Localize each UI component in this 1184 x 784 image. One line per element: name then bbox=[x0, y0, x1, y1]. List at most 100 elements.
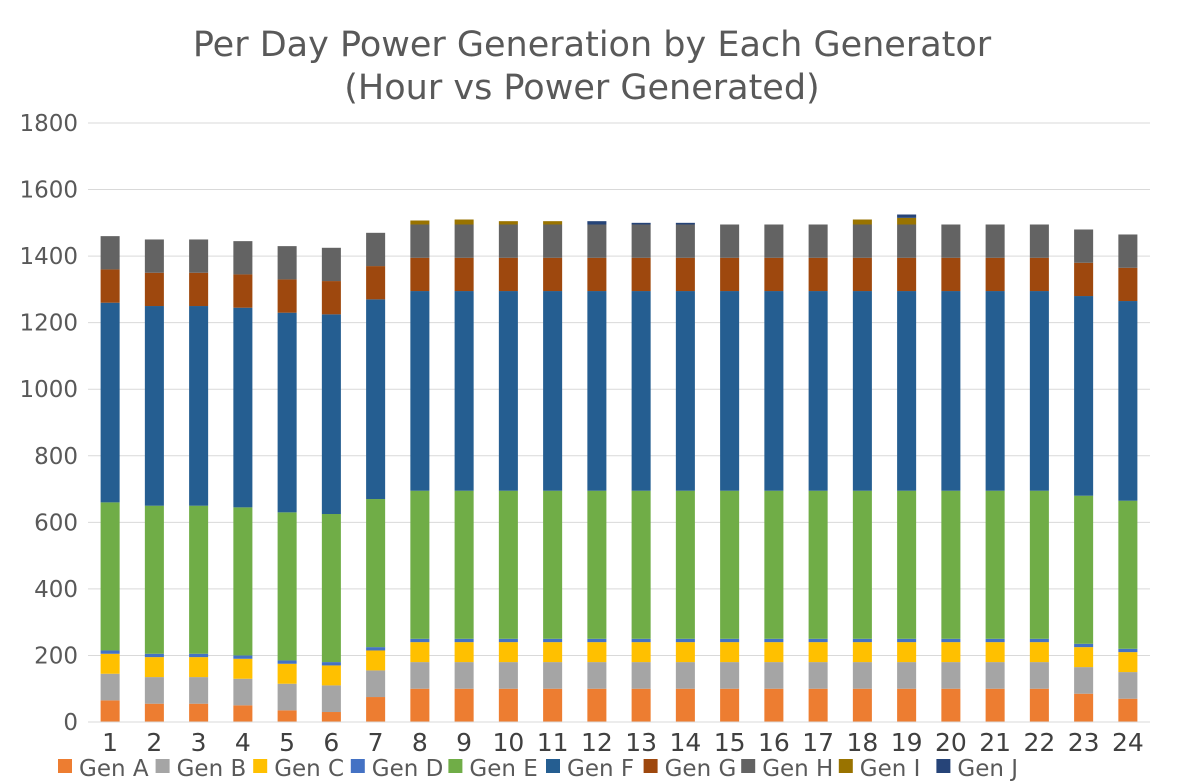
bar-segment bbox=[233, 507, 253, 656]
bar-segment bbox=[1118, 234, 1138, 268]
bar-segment bbox=[189, 272, 209, 307]
bar-segment bbox=[941, 688, 961, 722]
y-tick-label: 1200 bbox=[19, 311, 78, 337]
bar-segment bbox=[277, 279, 297, 313]
bar-segment bbox=[366, 697, 386, 722]
bar-segment bbox=[410, 688, 430, 722]
bar-segment bbox=[410, 291, 430, 491]
legend-label: Gen F bbox=[567, 756, 634, 782]
legend-label: Gen H bbox=[762, 756, 833, 782]
bar-segment bbox=[454, 257, 474, 292]
x-tick-label: 2 bbox=[146, 728, 162, 757]
bar-segment bbox=[366, 266, 386, 300]
bar-segment bbox=[941, 642, 961, 663]
bar-segment bbox=[764, 662, 784, 689]
legend-label: Gen C bbox=[274, 756, 344, 782]
bar-segment bbox=[985, 257, 1005, 292]
bar-segment bbox=[366, 670, 386, 698]
bar-segment bbox=[100, 650, 120, 654]
bar-segment bbox=[454, 490, 474, 639]
bar-segment bbox=[1074, 229, 1094, 263]
x-tick-label: 3 bbox=[191, 728, 207, 757]
bar-segment bbox=[897, 490, 917, 639]
legend-swatch bbox=[936, 759, 951, 773]
y-tick-label: 800 bbox=[34, 444, 78, 470]
bar-segment bbox=[189, 239, 209, 273]
bar-segment bbox=[100, 269, 120, 303]
bar-segment bbox=[498, 662, 518, 689]
legend-label: Gen I bbox=[860, 756, 921, 782]
bar-segment bbox=[1029, 642, 1049, 663]
bar-segment bbox=[410, 220, 430, 225]
bar-segment bbox=[277, 312, 297, 513]
bar-segment bbox=[1074, 667, 1094, 694]
bar-segment bbox=[498, 638, 518, 643]
bar-segment bbox=[897, 688, 917, 722]
bar-segment bbox=[321, 685, 341, 713]
bar-segment bbox=[100, 302, 120, 503]
bar-segment bbox=[498, 257, 518, 292]
bar-segment bbox=[720, 291, 740, 491]
bar-segment bbox=[454, 219, 474, 225]
bar-segment bbox=[675, 638, 695, 643]
bar-segment bbox=[897, 291, 917, 491]
bar-segment bbox=[985, 662, 1005, 689]
bar-segment bbox=[189, 505, 209, 654]
bar-segment bbox=[498, 221, 518, 225]
bar-segment bbox=[100, 673, 120, 701]
bar-segment bbox=[808, 642, 828, 663]
bar-segment bbox=[410, 662, 430, 689]
bar-segment bbox=[498, 291, 518, 491]
bar-segment bbox=[897, 217, 917, 225]
bar-segment bbox=[808, 490, 828, 639]
bar-segment bbox=[189, 653, 209, 658]
bar-segment bbox=[454, 291, 474, 491]
bar-segment bbox=[587, 224, 607, 258]
bar-segment bbox=[720, 638, 740, 643]
x-tick-label: 9 bbox=[456, 728, 472, 757]
x-tick-label: 24 bbox=[1112, 728, 1144, 757]
legend-swatch bbox=[546, 759, 560, 773]
bar-segment bbox=[764, 638, 784, 643]
bar-segment bbox=[277, 246, 297, 280]
bar-segment bbox=[941, 662, 961, 689]
bar-segment bbox=[675, 662, 695, 689]
bar-segment bbox=[985, 490, 1005, 639]
bar-segment bbox=[277, 683, 297, 711]
x-tick-label: 1 bbox=[102, 728, 118, 757]
y-tick-label: 600 bbox=[34, 510, 78, 536]
bar-segment bbox=[631, 291, 651, 491]
bar-segment bbox=[321, 514, 341, 663]
bar-segment bbox=[941, 638, 961, 643]
bar-segment bbox=[1029, 662, 1049, 689]
bar-segment bbox=[720, 662, 740, 689]
x-tick-label: 12 bbox=[581, 728, 613, 757]
bar-segment bbox=[1118, 500, 1138, 649]
bar-segment bbox=[144, 272, 164, 307]
chart-subtitle: (Hour vs Power Generated) bbox=[344, 68, 819, 108]
bar-segment bbox=[631, 638, 651, 643]
legend-swatch bbox=[741, 759, 756, 773]
bar-segment bbox=[277, 512, 297, 661]
bar-segment bbox=[675, 688, 695, 722]
bar-segment bbox=[1074, 495, 1094, 644]
bar-segment bbox=[1029, 490, 1049, 639]
x-tick-label: 22 bbox=[1023, 728, 1055, 757]
bar-segment bbox=[675, 224, 695, 258]
bar-segment bbox=[100, 653, 120, 674]
bar-segment bbox=[189, 677, 209, 704]
legend-swatch bbox=[253, 759, 268, 773]
bar-segment bbox=[366, 299, 386, 500]
bar-segment bbox=[985, 688, 1005, 722]
bar-segment bbox=[985, 638, 1005, 643]
legend-label: Gen A bbox=[79, 756, 149, 782]
bar-segment bbox=[897, 224, 917, 258]
bar-segment bbox=[985, 642, 1005, 663]
legend-swatch bbox=[448, 759, 463, 773]
bar-segment bbox=[321, 665, 341, 686]
bar-segment bbox=[631, 257, 651, 292]
bar-segment bbox=[498, 688, 518, 722]
bar-segment bbox=[808, 224, 828, 258]
bar-segment bbox=[587, 688, 607, 722]
bar-segment bbox=[631, 642, 651, 663]
